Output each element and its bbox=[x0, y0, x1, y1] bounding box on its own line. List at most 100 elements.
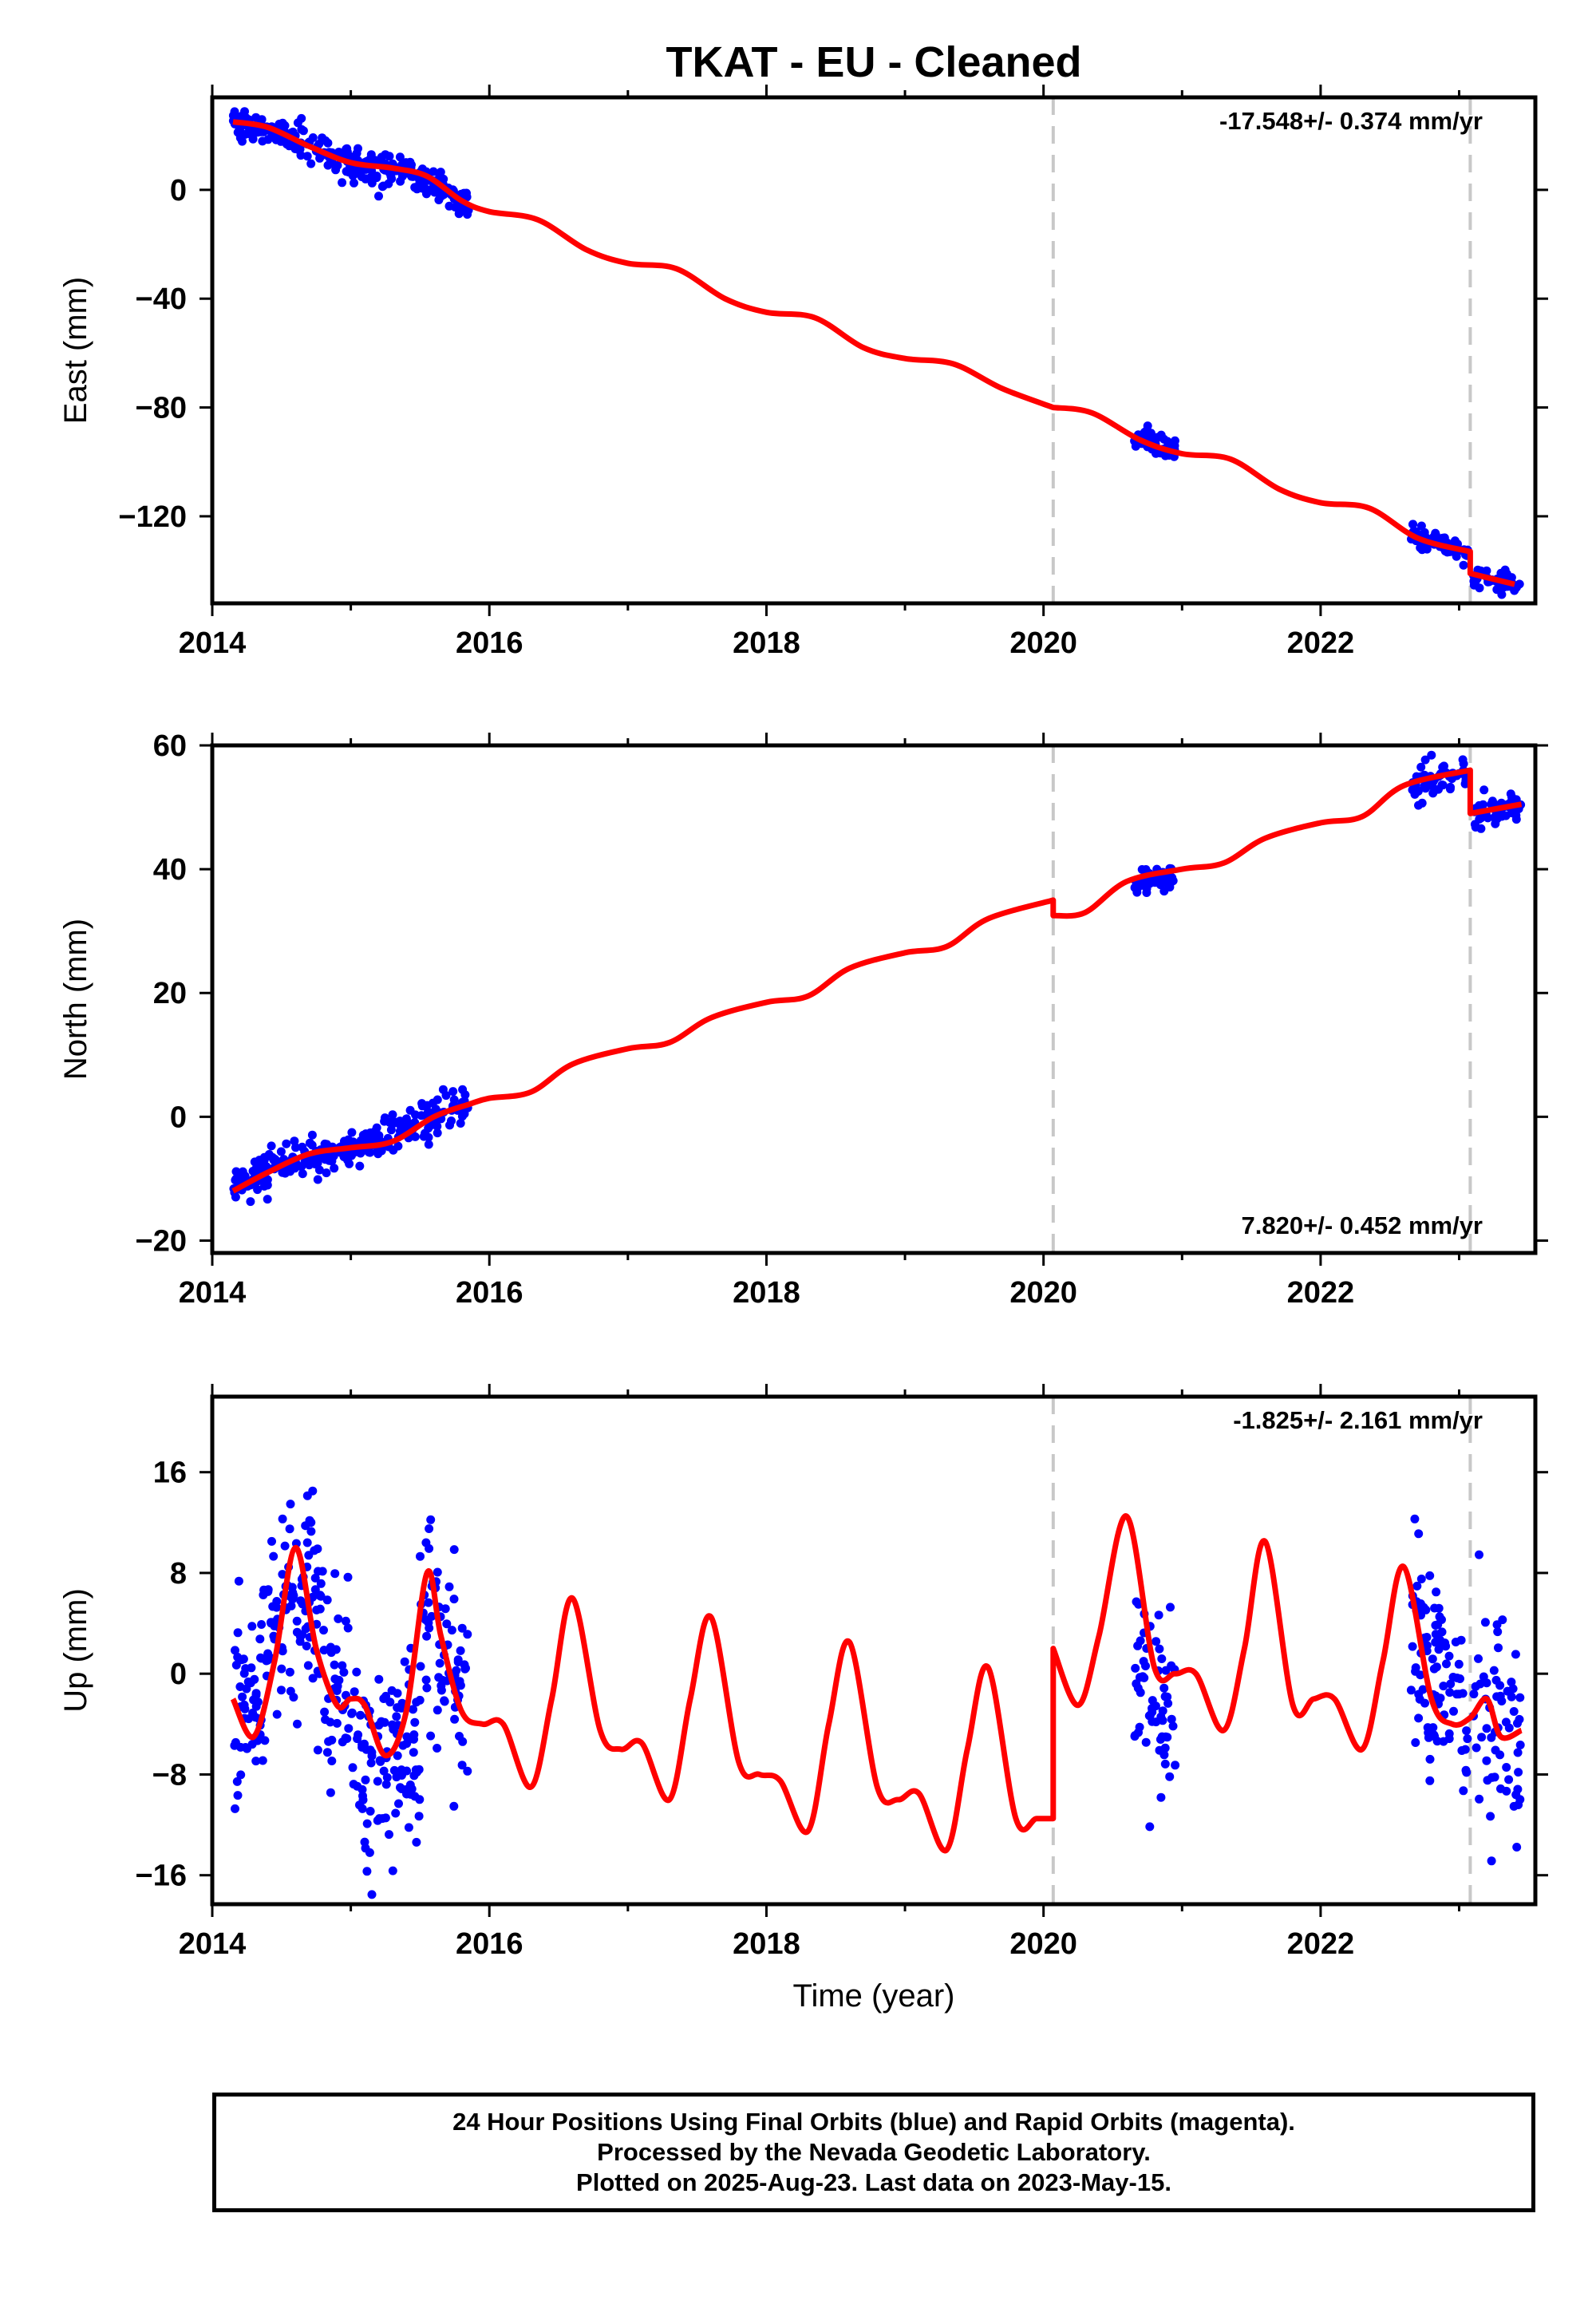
data-point bbox=[401, 1785, 411, 1794]
data-point bbox=[308, 1674, 318, 1683]
panel-up: 2014 2016 2018 2020 2022 16 8 0 −8 −16 Up (mm) -1.8… bbox=[58, 1384, 1548, 1961]
y-tick-label: −80 bbox=[136, 392, 187, 425]
data-point bbox=[322, 1595, 332, 1605]
data-point bbox=[1472, 1743, 1481, 1753]
data-point bbox=[231, 1804, 239, 1813]
data-point bbox=[1414, 1529, 1424, 1539]
data-point bbox=[1483, 1776, 1492, 1785]
data-point bbox=[280, 1541, 290, 1551]
data-point bbox=[321, 1715, 330, 1725]
data-point bbox=[291, 1143, 300, 1152]
data-point bbox=[233, 1652, 243, 1662]
data-point bbox=[246, 1197, 255, 1207]
x-tick-label: 2018 bbox=[733, 626, 800, 660]
data-point bbox=[1445, 785, 1455, 794]
data-point bbox=[1513, 1718, 1522, 1728]
data-point bbox=[247, 1740, 257, 1749]
data-point bbox=[354, 1730, 363, 1740]
data-point bbox=[416, 1551, 425, 1561]
data-point bbox=[1489, 1666, 1499, 1675]
data-point bbox=[1146, 429, 1156, 438]
data-point bbox=[362, 1819, 372, 1828]
data-point bbox=[1153, 433, 1163, 442]
data-point bbox=[1460, 1745, 1470, 1754]
data-point bbox=[447, 1626, 456, 1635]
data-point bbox=[313, 1175, 322, 1184]
data-point bbox=[1449, 1706, 1458, 1716]
data-point bbox=[1168, 1721, 1178, 1731]
y-tick-label: −40 bbox=[136, 283, 187, 316]
data-point bbox=[1475, 1550, 1483, 1559]
data-point bbox=[410, 1717, 420, 1727]
data-point bbox=[303, 1661, 313, 1670]
data-point bbox=[231, 112, 241, 121]
data-point bbox=[256, 127, 266, 136]
data-point bbox=[348, 171, 358, 180]
data-point bbox=[450, 1714, 460, 1724]
y-tick-label: −20 bbox=[136, 1224, 187, 1258]
footer-line-2: Processed by the Nevada Geodetic Laborat… bbox=[597, 2138, 1151, 2166]
data-point bbox=[406, 1119, 416, 1128]
data-point bbox=[1439, 1737, 1448, 1746]
y-tick-label: 8 bbox=[170, 1557, 187, 1591]
data-point bbox=[1408, 520, 1417, 529]
data-point bbox=[278, 1514, 287, 1524]
x-tick-label: 2022 bbox=[1287, 626, 1355, 660]
data-point bbox=[1145, 879, 1155, 888]
data-point bbox=[1439, 1682, 1448, 1691]
data-point bbox=[411, 1765, 421, 1775]
data-point bbox=[232, 1777, 242, 1786]
y-tick-label: −16 bbox=[136, 1860, 187, 1893]
data-point bbox=[454, 209, 464, 219]
data-point bbox=[388, 1866, 397, 1875]
y-tick-label: 16 bbox=[153, 1456, 187, 1490]
data-point bbox=[302, 1491, 312, 1500]
data-point bbox=[355, 1800, 364, 1810]
x-tick-label: 2020 bbox=[1009, 1927, 1077, 1961]
y-tick-label: −8 bbox=[152, 1758, 187, 1792]
data-point bbox=[343, 1572, 353, 1582]
data-point bbox=[374, 192, 383, 201]
data-point bbox=[1497, 590, 1507, 599]
data-point bbox=[360, 1739, 369, 1749]
data-point bbox=[409, 1705, 417, 1714]
data-point bbox=[1416, 1670, 1425, 1680]
data-point bbox=[434, 1673, 444, 1682]
data-point bbox=[433, 1705, 442, 1715]
data-point bbox=[1165, 1772, 1175, 1781]
data-point bbox=[1493, 1627, 1503, 1637]
data-point bbox=[288, 1595, 297, 1604]
data-point bbox=[449, 1595, 459, 1604]
data-point bbox=[393, 1117, 403, 1127]
data-point bbox=[358, 1784, 367, 1794]
data-point bbox=[330, 1674, 340, 1684]
data-point bbox=[384, 179, 393, 188]
data-point bbox=[1152, 1637, 1161, 1646]
data-point bbox=[310, 1546, 319, 1555]
data-point bbox=[389, 1725, 398, 1734]
data-point bbox=[296, 1596, 306, 1606]
data-point bbox=[263, 1649, 273, 1658]
data-point bbox=[1161, 1666, 1171, 1675]
data-point bbox=[1420, 755, 1430, 765]
data-point bbox=[1414, 800, 1423, 810]
data-point bbox=[322, 1154, 331, 1164]
data-point bbox=[455, 1677, 464, 1686]
data-point bbox=[1486, 1812, 1495, 1821]
data-point bbox=[396, 176, 405, 186]
data-point bbox=[1509, 1801, 1519, 1811]
data-point bbox=[387, 1686, 397, 1695]
data-point bbox=[385, 1830, 393, 1840]
data-point bbox=[1141, 1737, 1151, 1747]
data-point bbox=[1487, 1856, 1496, 1866]
data-point bbox=[1167, 1714, 1176, 1724]
data-point bbox=[1143, 421, 1152, 431]
data-point bbox=[1496, 1784, 1505, 1793]
data-point bbox=[233, 1628, 243, 1638]
data-point bbox=[1429, 1730, 1439, 1740]
data-point bbox=[1490, 812, 1499, 822]
data-point bbox=[240, 129, 250, 139]
data-point bbox=[1170, 436, 1179, 445]
data-point bbox=[307, 1130, 317, 1140]
data-point bbox=[339, 1152, 349, 1161]
